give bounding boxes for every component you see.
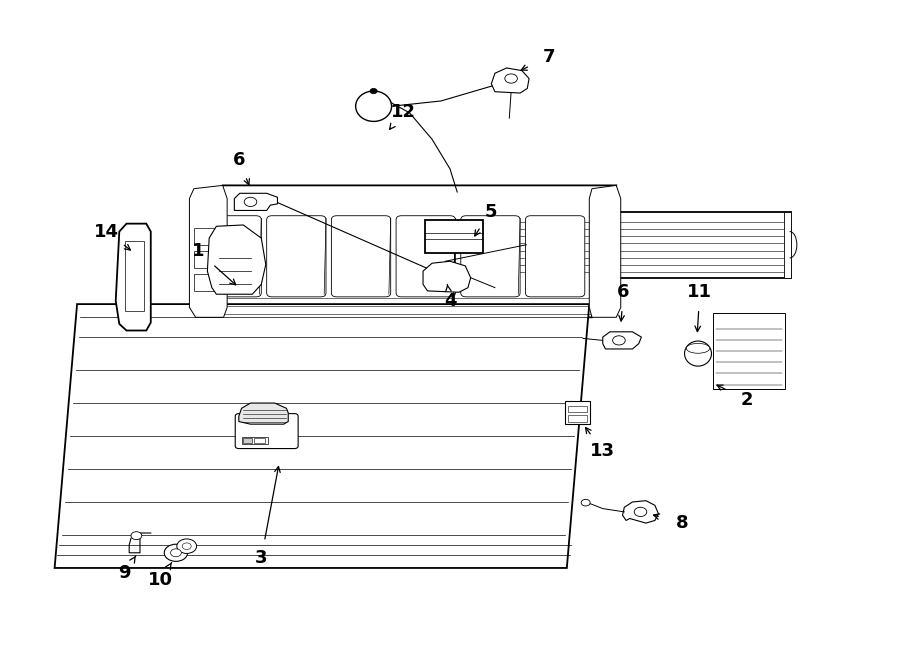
FancyBboxPatch shape: [266, 215, 326, 297]
Text: 13: 13: [590, 442, 616, 459]
Bar: [243, 438, 252, 444]
Circle shape: [634, 507, 647, 516]
Polygon shape: [189, 185, 227, 317]
Ellipse shape: [687, 343, 710, 353]
Text: 9: 9: [119, 564, 131, 582]
Bar: [194, 251, 220, 268]
Bar: [194, 228, 220, 245]
Bar: [125, 241, 145, 311]
Circle shape: [182, 543, 191, 549]
Bar: [565, 401, 590, 424]
Polygon shape: [491, 212, 791, 278]
Text: 12: 12: [391, 102, 416, 120]
Circle shape: [505, 74, 518, 83]
Polygon shape: [603, 332, 642, 349]
Text: 6: 6: [232, 151, 245, 169]
Bar: [568, 406, 588, 412]
Bar: [568, 415, 588, 422]
Bar: [254, 438, 265, 444]
Polygon shape: [590, 185, 621, 317]
Text: 7: 7: [543, 48, 555, 65]
Text: 3: 3: [255, 549, 267, 567]
Circle shape: [164, 544, 187, 561]
Text: 5: 5: [484, 203, 497, 221]
Polygon shape: [198, 185, 616, 317]
Bar: [241, 438, 268, 444]
Text: 14: 14: [94, 223, 119, 241]
Text: 10: 10: [148, 571, 173, 589]
Polygon shape: [423, 261, 471, 292]
FancyBboxPatch shape: [396, 215, 455, 297]
Polygon shape: [116, 223, 151, 330]
FancyBboxPatch shape: [331, 215, 391, 297]
FancyBboxPatch shape: [461, 215, 520, 297]
Circle shape: [176, 539, 196, 553]
Bar: [714, 313, 785, 389]
Circle shape: [131, 531, 142, 539]
Polygon shape: [238, 403, 288, 424]
Circle shape: [581, 499, 590, 506]
Polygon shape: [207, 225, 266, 294]
Ellipse shape: [685, 341, 712, 366]
Polygon shape: [234, 193, 277, 210]
Polygon shape: [491, 68, 529, 93]
Text: 1: 1: [192, 243, 204, 260]
Circle shape: [370, 89, 377, 94]
FancyBboxPatch shape: [235, 414, 298, 449]
FancyBboxPatch shape: [202, 215, 261, 297]
Text: 6: 6: [617, 284, 630, 301]
Bar: [194, 274, 220, 291]
Polygon shape: [55, 304, 590, 568]
FancyBboxPatch shape: [526, 215, 585, 297]
Circle shape: [613, 336, 626, 345]
Text: 8: 8: [676, 514, 688, 532]
Text: 2: 2: [741, 391, 752, 408]
Polygon shape: [623, 500, 659, 523]
Text: 4: 4: [444, 292, 456, 310]
Circle shape: [244, 197, 256, 206]
Bar: [784, 212, 791, 278]
Text: 11: 11: [688, 284, 712, 301]
Bar: [425, 219, 483, 253]
Circle shape: [170, 549, 181, 557]
